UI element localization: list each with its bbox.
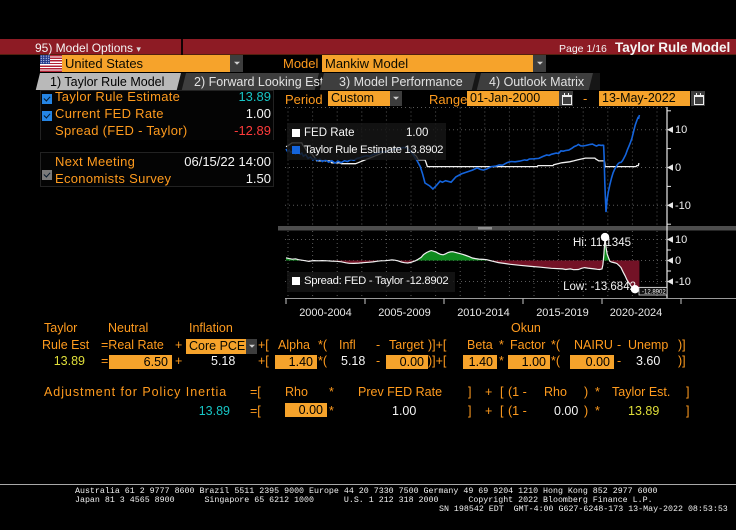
svg-text:Low: -13.6842: Low: -13.6842	[563, 281, 636, 293]
svg-text:0: 0	[675, 255, 681, 267]
svg-text:-10: -10	[675, 200, 691, 212]
svg-text:2020-2024: 2020-2024	[610, 307, 663, 319]
svg-text:-10: -10	[675, 276, 691, 288]
svg-text:2005-2009: 2005-2009	[378, 307, 431, 319]
svg-text:-12.8902: -12.8902	[642, 290, 666, 296]
svg-text:10: 10	[675, 234, 687, 246]
svg-text:0: 0	[675, 162, 681, 174]
svg-text:Hi: 11.1345: Hi: 11.1345	[573, 237, 631, 249]
svg-text:2010-2014: 2010-2014	[457, 307, 510, 319]
svg-text:2015-2019: 2015-2019	[536, 307, 589, 319]
svg-text:2000-2004: 2000-2004	[299, 307, 352, 319]
svg-text:10: 10	[675, 124, 687, 136]
